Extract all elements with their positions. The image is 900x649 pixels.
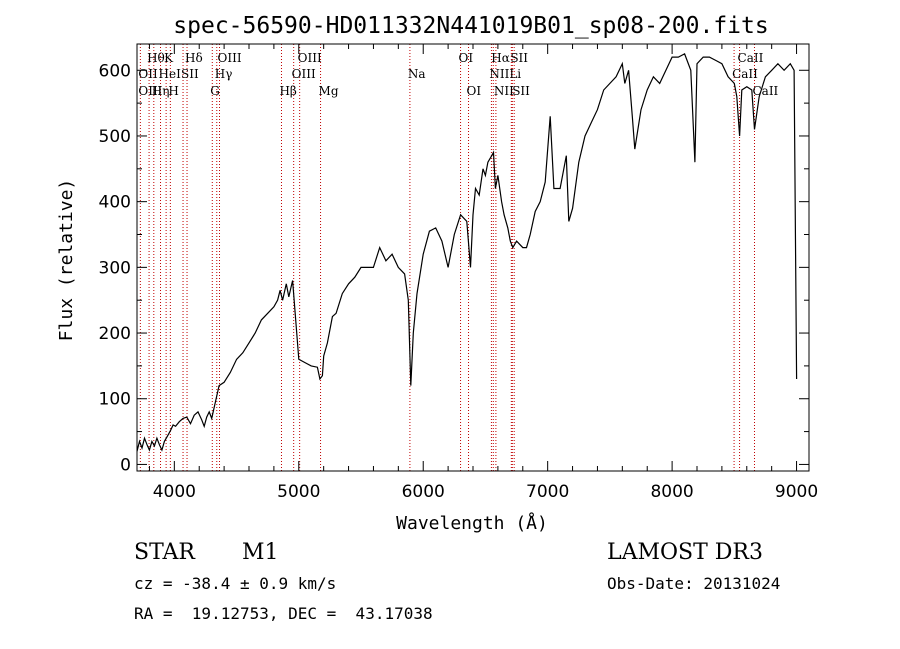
- line-label: G: [210, 84, 220, 98]
- line-label: Mg: [319, 84, 339, 98]
- y-axis-ticks: 0 100 200 300 400 500 600: [99, 61, 809, 475]
- coords-readout: RA = 19.12753, DEC = 43.17038: [134, 604, 433, 623]
- y-tick-label: 600: [99, 61, 131, 81]
- y-axis-label: Flux (relative): [56, 179, 77, 342]
- line-label: OIII: [298, 51, 322, 65]
- x-tick-label: 7000: [526, 482, 569, 502]
- y-tick-label: 400: [99, 193, 131, 213]
- x-axis-ticks: 4000 5000 6000 7000 8000 9000: [148, 44, 818, 502]
- x-tick-label: 6000: [402, 482, 445, 502]
- y-tick-label: 200: [99, 324, 131, 344]
- chart-title: spec-56590-HD011332N441019B01_sp08-200.f…: [173, 13, 768, 39]
- line-label: OII: [138, 67, 158, 81]
- line-label: Hγ: [215, 67, 233, 81]
- line-label: Na: [408, 67, 426, 81]
- line-label: CaII: [738, 51, 764, 65]
- line-label: Hβ: [279, 84, 296, 98]
- line-label: SII: [181, 67, 199, 81]
- line-label: HeI: [159, 67, 182, 81]
- line-label: K: [164, 51, 174, 65]
- obs-date-readout: Obs-Date: 20131024: [607, 574, 781, 593]
- x-tick-label: 9000: [775, 482, 818, 502]
- x-tick-label: 4000: [153, 482, 196, 502]
- object-class: STAR: [134, 540, 195, 565]
- spectrum-line: [136, 53, 798, 452]
- line-label: OI: [459, 51, 474, 65]
- line-label: Hθ: [147, 51, 165, 65]
- line-label: Hα: [491, 51, 510, 65]
- line-label: OIII: [292, 67, 316, 81]
- redshift-readout: cz = -38.4 ± 0.9 km/s: [134, 574, 337, 593]
- survey-name: LAMOST DR3: [607, 540, 763, 565]
- y-tick-label: 300: [99, 258, 131, 278]
- line-label: OI: [467, 84, 482, 98]
- x-axis-label: Wavelength (Å): [396, 512, 548, 534]
- y-tick-label: 500: [99, 127, 131, 147]
- line-label: OIII: [138, 84, 162, 98]
- line-label: CaII: [752, 84, 778, 98]
- line-label: NII: [494, 84, 514, 98]
- line-label: SII: [510, 51, 528, 65]
- line-label: NII: [489, 67, 509, 81]
- line-label: SII: [512, 84, 530, 98]
- line-label: Hη: [152, 84, 170, 98]
- spectral-line-markers: [139, 44, 755, 471]
- y-tick-label: 0: [120, 455, 131, 475]
- line-label: Li: [509, 67, 521, 81]
- line-label: Hδ: [185, 51, 203, 65]
- x-tick-label: 5000: [277, 482, 320, 502]
- line-label: OIII: [218, 51, 242, 65]
- line-label: H: [168, 84, 178, 98]
- plot-frame: [136, 43, 810, 472]
- x-tick-label: 8000: [650, 482, 693, 502]
- line-label: CaII: [732, 67, 758, 81]
- object-subclass: M1: [242, 540, 279, 565]
- y-tick-label: 100: [99, 390, 131, 410]
